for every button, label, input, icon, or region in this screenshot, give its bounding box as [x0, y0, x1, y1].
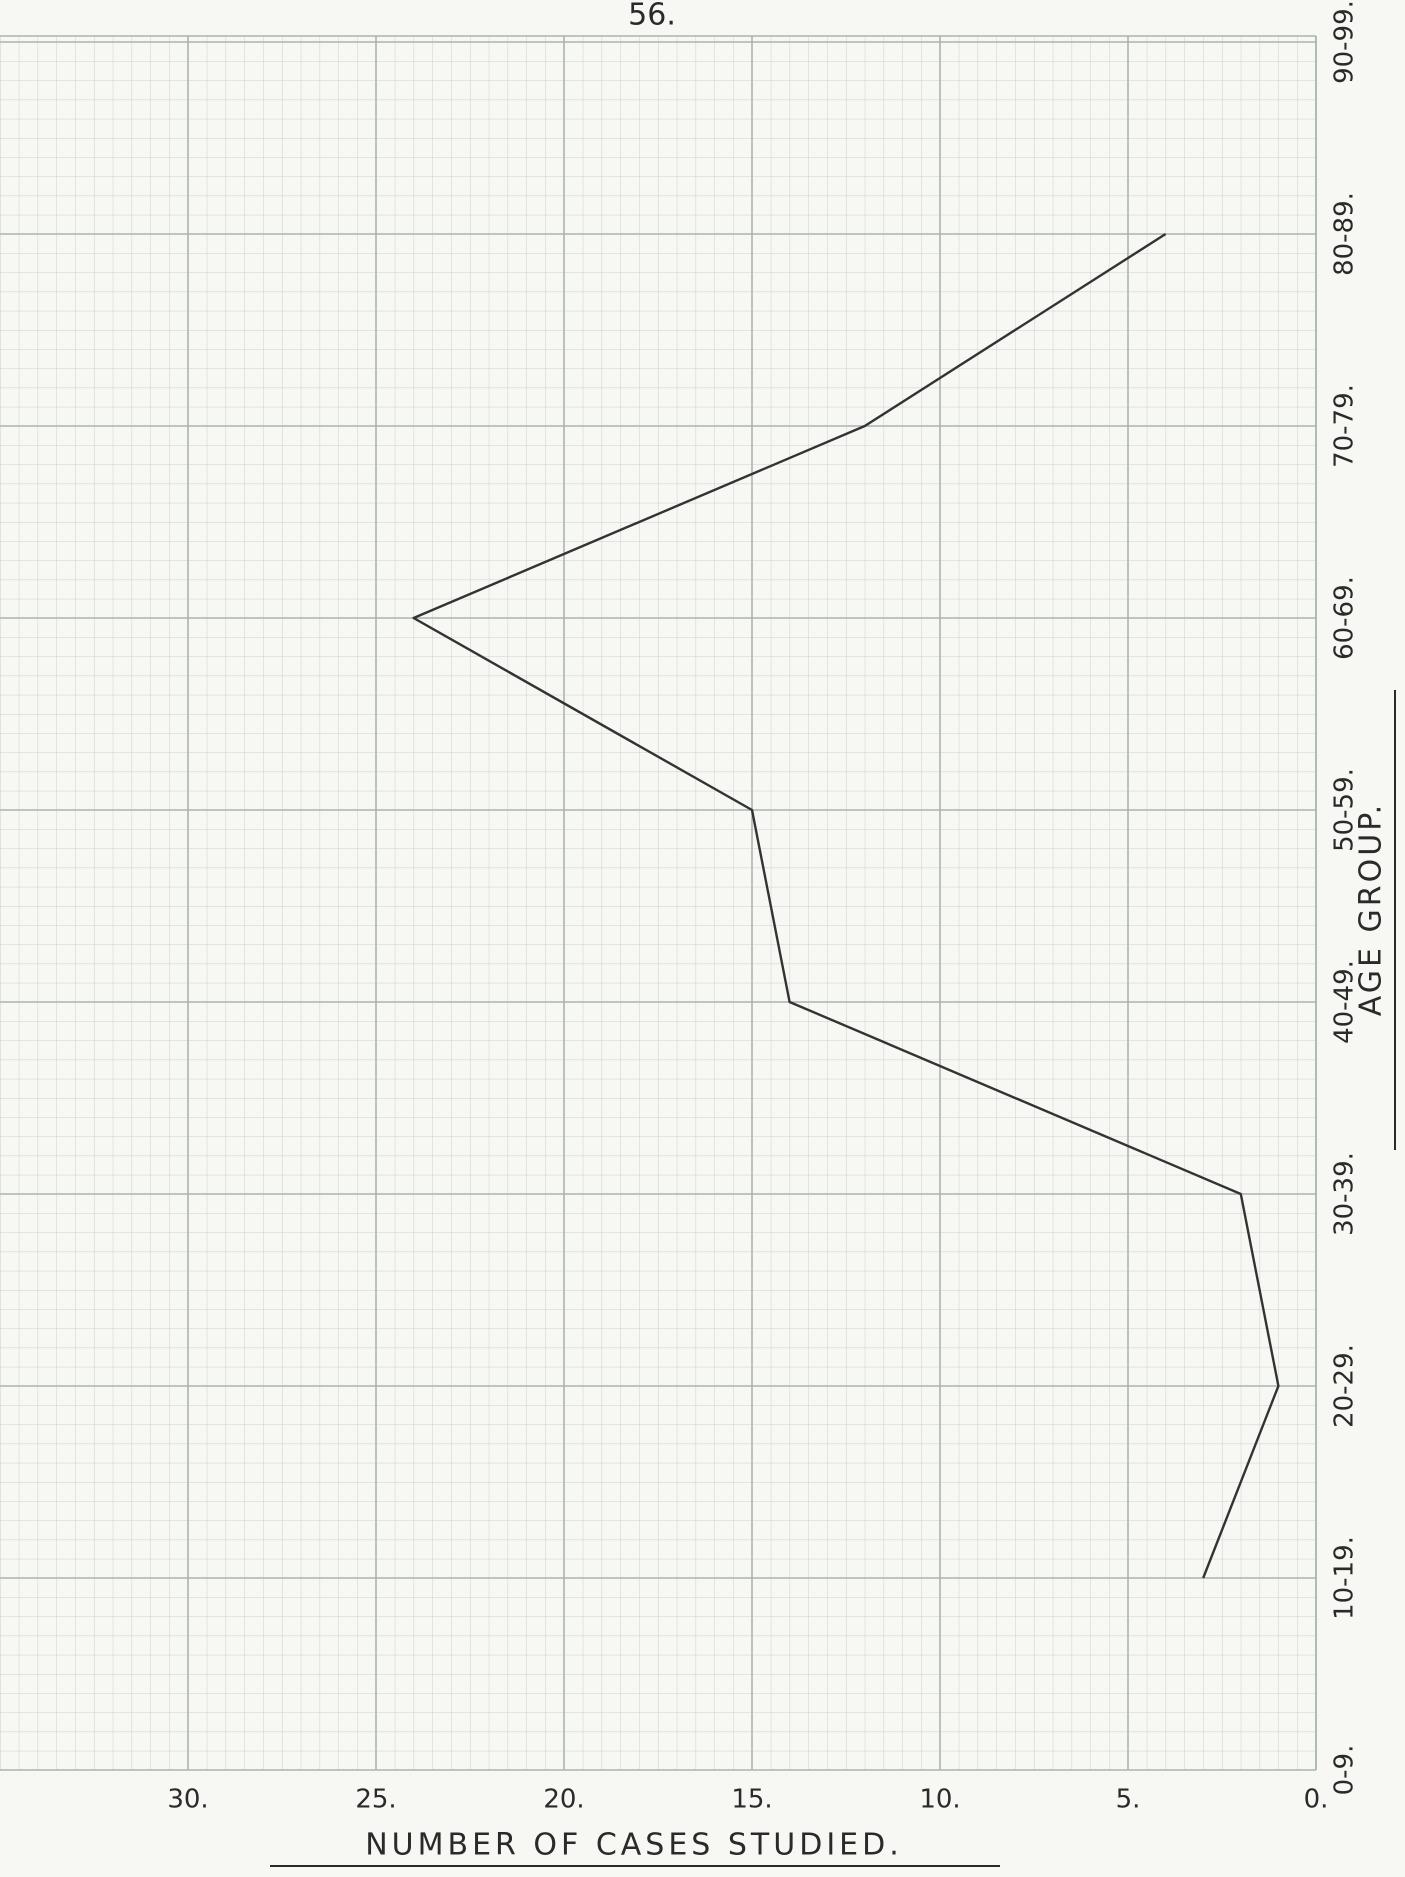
- x-tick-label: 10.: [919, 1785, 960, 1815]
- y-tick-label: 60-69.: [1330, 576, 1360, 660]
- x-tick-label: 0.: [1304, 1785, 1329, 1815]
- x-tick-label: 30.: [167, 1785, 208, 1815]
- y-tick-label: 0-9.: [1330, 1745, 1360, 1796]
- x-tick-label: 15.: [731, 1785, 772, 1815]
- chart: 56. NUMBER OF CASES STUDIED. AGE GROUP. …: [0, 0, 1405, 1877]
- x-tick-label: 5.: [1116, 1785, 1141, 1815]
- y-tick-label: 30-39.: [1330, 1152, 1360, 1236]
- x-tick-label: 20.: [543, 1785, 584, 1815]
- page: {"page_number": "56.", "chart_data": {"t…: [0, 0, 1405, 1877]
- page-number: 56.: [628, 0, 676, 33]
- y-tick-label: 50-59.: [1330, 768, 1360, 852]
- y-tick-label: 70-79.: [1330, 384, 1360, 468]
- y-tick-label: 40-49.: [1330, 960, 1360, 1044]
- y-tick-label: 90-99.: [1330, 0, 1360, 84]
- y-tick-label: 20-29.: [1330, 1344, 1360, 1428]
- x-axis-title: NUMBER OF CASES STUDIED.: [365, 1828, 903, 1863]
- graph-paper: [0, 36, 1316, 1770]
- y-tick-label: 80-89.: [1330, 192, 1360, 276]
- x-tick-label: 25.: [355, 1785, 396, 1815]
- y-tick-label: 10-19.: [1330, 1536, 1360, 1620]
